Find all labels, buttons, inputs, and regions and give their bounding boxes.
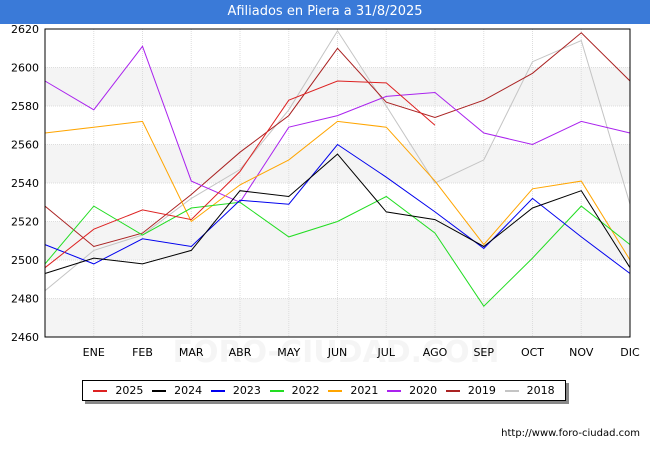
legend-swatch <box>504 389 519 392</box>
series-line-2021 <box>44 120 631 261</box>
legend-item-2019: 2019 <box>445 384 496 397</box>
legend-swatch <box>152 389 167 392</box>
y-axis-ticks: 2460 2480 2500 2520 2540 2560 2580 2600 2620 <box>11 23 39 344</box>
legend: 2025 2024 2023 2022 2021 2020 2019 2018 <box>82 380 566 401</box>
y-tick-label: 2580 <box>11 100 39 113</box>
legend-item-2020: 2020 <box>387 384 437 397</box>
x-tick-label: AGO <box>423 346 448 359</box>
legend-item-2023: 2023 <box>210 384 261 397</box>
legend-label: 2022 <box>291 384 320 397</box>
source-credit: http://www.foro-ciudad.com <box>501 428 640 439</box>
plot-frame <box>44 28 631 338</box>
legend-label: 2025 <box>115 384 144 397</box>
legend-item-2021: 2021 <box>328 384 378 397</box>
y-tick-label: 2560 <box>11 139 39 152</box>
series-line-2023 <box>44 143 631 274</box>
x-tick-label: MAR <box>179 346 204 359</box>
y-tick-label: 2480 <box>11 293 39 306</box>
legend-label: 2018 <box>526 384 555 397</box>
legend-item-2018: 2018 <box>504 384 555 397</box>
x-tick-label: ENE <box>83 346 105 359</box>
x-tick-label: JUL <box>377 346 396 359</box>
x-tick-label: ABR <box>229 346 252 359</box>
y-tick-label: 2620 <box>11 23 39 36</box>
legend-label: 2023 <box>232 384 261 397</box>
series-line-2024 <box>44 153 631 274</box>
y-tick-label: 2520 <box>11 216 39 229</box>
chart-title: Afiliados en Piera a 31/8/2025 <box>0 0 650 24</box>
y-tick-label: 2600 <box>11 62 39 75</box>
x-tick-label: DIC <box>620 346 640 359</box>
legend-swatch <box>387 389 402 392</box>
legend-label: 2020 <box>409 384 438 397</box>
legend-swatch <box>269 389 284 392</box>
x-tick-label: SEP <box>473 346 494 359</box>
legend-swatch <box>210 389 225 392</box>
x-tick-label: MAY <box>277 346 300 359</box>
x-tick-label: NOV <box>569 346 594 359</box>
legend-label: 2019 <box>467 384 496 397</box>
legend-item-2025: 2025 <box>93 384 143 397</box>
x-tick-label: JUN <box>327 346 348 359</box>
y-tick-label: 2500 <box>11 254 39 267</box>
x-tick-label: OCT <box>521 346 544 359</box>
x-tick-label: FEB <box>132 346 153 359</box>
legend-swatch <box>445 389 460 392</box>
legend-label: 2021 <box>350 384 379 397</box>
series-line-2025 <box>44 80 436 269</box>
watermark-text: FORO-CIUDAD.COM <box>173 335 500 370</box>
y-tick-label: 2460 <box>11 331 39 344</box>
legend-label: 2024 <box>174 384 203 397</box>
legend-item-2022: 2022 <box>269 384 320 397</box>
legend-swatch <box>328 389 343 392</box>
y-tick-label: 2540 <box>11 177 39 190</box>
series-line-2020 <box>44 45 631 203</box>
series-lines <box>44 29 631 307</box>
x-axis-ticks: ENE FEB MAR ABR MAY JUN JUL AGO SEP OCT NOV DIC <box>83 346 640 359</box>
series-line-2022 <box>44 195 631 307</box>
series-line-2019 <box>44 32 631 248</box>
legend-swatch <box>93 389 108 392</box>
legend-item-2024: 2024 <box>152 384 202 397</box>
